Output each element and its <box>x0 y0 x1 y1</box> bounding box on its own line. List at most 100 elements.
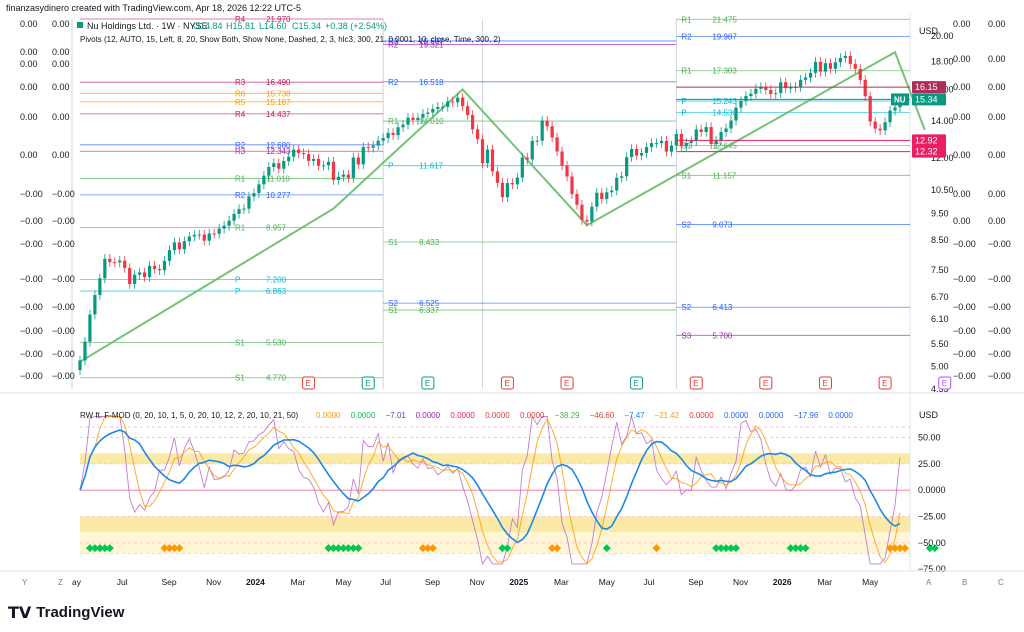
left-scale2-label: −0.00 <box>52 239 75 249</box>
pivot-level-value: 11.157 <box>712 171 736 180</box>
candle-body <box>98 278 102 296</box>
candle-body <box>426 112 430 114</box>
candle-body <box>157 268 162 271</box>
candle-body <box>212 233 216 235</box>
candle-body <box>694 129 698 142</box>
candle-body <box>545 120 549 127</box>
pivot-level-label: S2 <box>388 299 398 308</box>
earnings-marker[interactable] <box>759 376 773 390</box>
osc-signal-diamond <box>722 544 731 553</box>
chart-svg[interactable]: 20.0018.0016.0014.0012.0010.509.508.507.… <box>0 14 1024 594</box>
right-scale2-label: 0.00 <box>988 189 1006 199</box>
osc-signal-diamond <box>334 544 343 553</box>
tradingview-logo[interactable]: 𝗧𝗩 TradingView <box>8 600 124 624</box>
pivot-level-label: P <box>235 276 240 285</box>
candle-body <box>744 96 748 101</box>
candle-body <box>843 55 847 59</box>
price-badge-bg <box>912 134 946 147</box>
right-scale1-label: −0.00 <box>953 274 976 284</box>
osc-legend-value: 0.0000 <box>724 411 749 420</box>
osc-legend-value: −7.01 <box>386 411 407 420</box>
osc-signal-diamond <box>791 544 800 553</box>
candle-body <box>247 196 251 209</box>
candle-body <box>709 127 713 145</box>
candle-body <box>257 184 261 194</box>
candle-body <box>376 140 380 146</box>
symbol-change: +0.38 (+2.54%) <box>325 21 387 31</box>
candle-body <box>500 182 505 198</box>
osc-legend-value: −7.47 <box>624 411 645 420</box>
x-axis-scale-letter[interactable]: Y <box>22 578 28 587</box>
osc-signal-diamond <box>90 544 99 553</box>
candle-body <box>729 120 733 129</box>
pivot-level-label: R2 <box>235 141 246 150</box>
osc-legend-value: 0.0000 <box>520 411 545 420</box>
candle-body <box>759 87 763 89</box>
earnings-marker[interactable] <box>421 376 435 390</box>
osc-upper-band <box>80 453 910 464</box>
osc-tick-label: −25.00 <box>918 512 946 522</box>
right-scale1-label: 0.00 <box>953 150 971 160</box>
x-axis-scale-letter[interactable]: Z <box>58 578 63 587</box>
candle-body <box>421 113 425 118</box>
candle-body <box>167 250 172 261</box>
left-scale1-label: 0.00 <box>20 19 38 29</box>
left-scale1-label: 0.00 <box>20 59 38 69</box>
pivot-level-label: P <box>388 162 393 171</box>
candle-body <box>456 97 460 103</box>
pivot-level-value: 8.957 <box>266 224 287 233</box>
price-tick-label: 5.50 <box>931 339 949 349</box>
osc-signal-diamond <box>786 544 795 553</box>
left-scale2-label: −0.00 <box>52 349 75 359</box>
left-scale2-label: 0.00 <box>52 47 70 57</box>
osc-signal-diamond <box>344 544 353 553</box>
candle-body <box>575 194 579 205</box>
left-scale2-label: −0.00 <box>52 216 75 226</box>
pivot-level-label: S1 <box>681 171 691 180</box>
candle-body <box>381 137 385 141</box>
candle-body <box>331 161 336 180</box>
earnings-marker[interactable] <box>361 376 375 390</box>
pivot-level-value: 4.770 <box>266 374 287 383</box>
earnings-marker[interactable] <box>818 376 832 390</box>
pivot-level-label: R2 <box>388 40 399 49</box>
candle-body <box>172 242 177 251</box>
x-axis-scale-letter[interactable]: B <box>962 578 967 587</box>
earnings-marker[interactable] <box>878 376 892 390</box>
pivot-level-value: 14.530 <box>712 108 737 117</box>
right-scale2-label: −0.00 <box>988 302 1011 312</box>
earnings-marker[interactable] <box>938 376 952 390</box>
earnings-marker[interactable] <box>689 376 703 390</box>
pivot-level-value: 12.680 <box>266 141 291 150</box>
pivot-level-value: 9.073 <box>712 221 733 230</box>
earnings-marker[interactable] <box>630 376 644 390</box>
candle-body <box>699 129 703 133</box>
candle-body <box>560 151 564 166</box>
price-tick-label: 10.50 <box>931 185 954 195</box>
osc-legend-value: 0.0000 <box>416 411 441 420</box>
candle-body <box>396 127 400 136</box>
candle-body <box>187 236 191 242</box>
candle-body <box>287 156 291 162</box>
candle-body <box>625 157 629 177</box>
pivot-level-label: S1 <box>235 374 245 383</box>
price-tick-label: 5.00 <box>931 362 949 372</box>
candle-body <box>162 260 167 271</box>
x-axis-scale-letter[interactable]: C <box>998 578 1004 587</box>
zigzag-line <box>79 50 926 363</box>
pivot-level-value: 15.187 <box>266 98 291 107</box>
candle-body <box>590 206 594 222</box>
earnings-marker[interactable] <box>500 376 514 390</box>
left-scale1-label: −0.00 <box>20 349 43 359</box>
x-axis-tick-label: Sep <box>161 577 176 587</box>
x-axis-tick-label: Nov <box>206 577 222 587</box>
candle-body <box>689 141 693 143</box>
earnings-marker[interactable] <box>302 376 316 390</box>
earnings-marker-label: E <box>693 379 698 388</box>
x-axis-scale-letter[interactable]: A <box>926 578 932 587</box>
pivot-level-value: 5.530 <box>266 339 287 348</box>
earnings-marker[interactable] <box>560 376 574 390</box>
osc-signal-diamond <box>160 544 169 553</box>
osc-legend-value: −21.42 <box>654 411 679 420</box>
candle-body <box>118 260 122 263</box>
